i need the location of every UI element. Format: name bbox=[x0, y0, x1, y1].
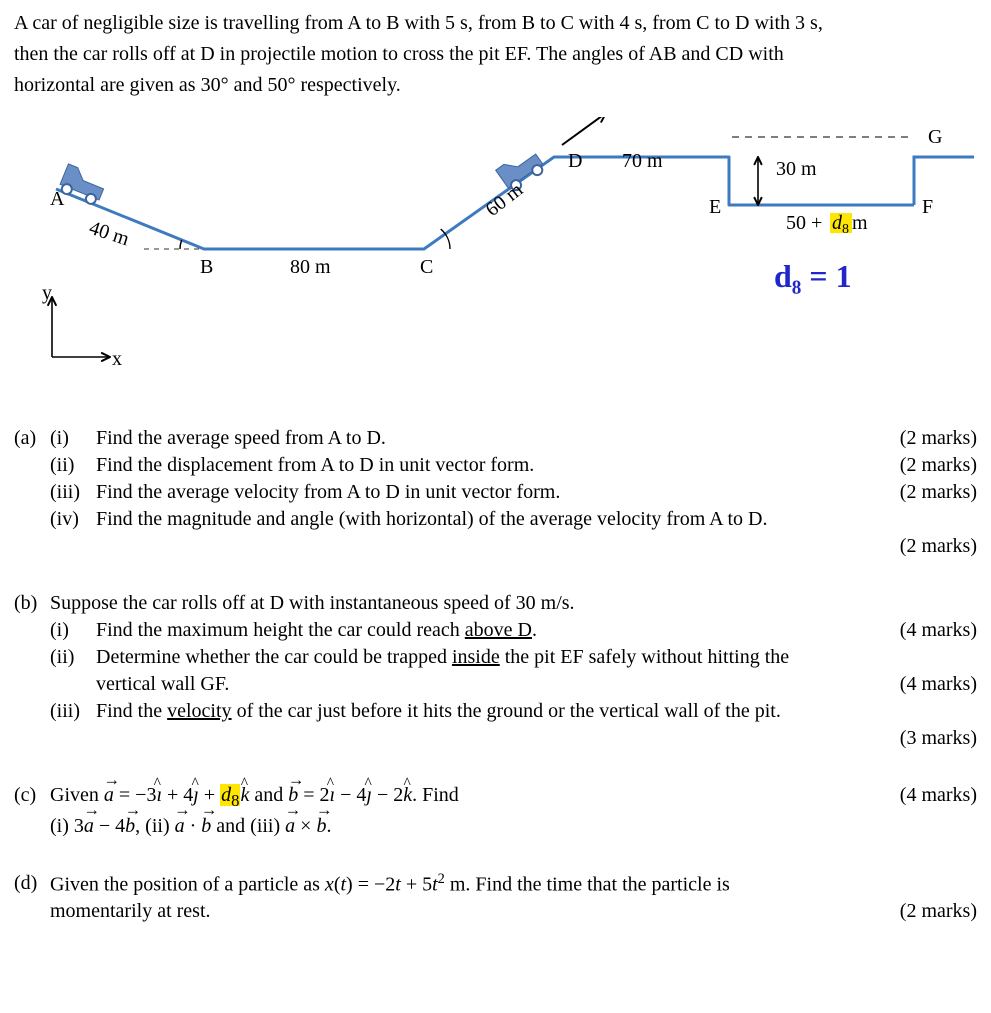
diagram: ABCDEFG80 m70 m30 myx40 m60 m50 + d8 md₈… bbox=[14, 117, 977, 395]
b-ii-marks: (4 marks) bbox=[892, 671, 977, 698]
a-iv-marks-row: (2 marks) bbox=[14, 533, 977, 560]
c-marks: (4 marks) bbox=[892, 782, 977, 809]
svg-text:E: E bbox=[709, 196, 721, 218]
b-iii-marks-row: (3 marks) bbox=[14, 725, 977, 752]
a-iii-text: Find the average velocity from A to D in… bbox=[96, 479, 892, 506]
label-a-ii: (ii) bbox=[50, 452, 96, 479]
c-text-2: (i) 3a − 4b, (ii) a · b and (iii) a × b. bbox=[50, 813, 977, 840]
a-iv-text: Find the magnitude and angle (with horiz… bbox=[96, 506, 977, 533]
c-row-1: (c) Given a = −3ı + 4ȷ + d8k and b = 2ı … bbox=[14, 782, 977, 813]
label-a: (a) bbox=[14, 425, 50, 452]
a-iii-row: (iii) Find the average velocity from A t… bbox=[14, 479, 977, 506]
page: A car of negligible size is travelling f… bbox=[0, 0, 991, 985]
svg-text:m: m bbox=[852, 212, 868, 234]
svg-text:y: y bbox=[42, 282, 52, 304]
question-b: (b) Suppose the car rolls off at D with … bbox=[14, 590, 977, 752]
label-d: (d) bbox=[14, 870, 50, 897]
a-i-marks: (2 marks) bbox=[892, 425, 977, 452]
svg-text:50 +: 50 + bbox=[786, 212, 822, 234]
label-b-i: (i) bbox=[50, 617, 96, 644]
vec-a: a bbox=[104, 782, 114, 809]
c-row-2: (i) 3a − 4b, (ii) a · b and (iii) a × b. bbox=[14, 813, 977, 840]
b-intro-row: (b) Suppose the car rolls off at D with … bbox=[14, 590, 977, 617]
label-c: (c) bbox=[14, 782, 50, 809]
b-iii-row: (iii) Find the velocity of the car just … bbox=[14, 698, 977, 725]
svg-text:C: C bbox=[420, 256, 433, 278]
i-hat: ı bbox=[156, 782, 162, 809]
b-i-marks: (4 marks) bbox=[892, 617, 977, 644]
label-b-ii: (ii) bbox=[50, 644, 96, 671]
a-iii-marks: (2 marks) bbox=[892, 479, 977, 506]
b-iii-marks: (3 marks) bbox=[892, 725, 977, 752]
svg-text:x: x bbox=[112, 348, 122, 370]
b-ii-text: Determine whether the car could be trapp… bbox=[96, 644, 977, 671]
d-text-1: Given the position of a particle as x(t)… bbox=[50, 870, 977, 899]
d-row-2: momentarily at rest. (2 marks) bbox=[14, 898, 977, 925]
a-ii-marks: (2 marks) bbox=[892, 452, 977, 479]
intro-line-2: then the car rolls off at D in projectil… bbox=[14, 41, 977, 68]
intro-text: A car of negligible size is travelling f… bbox=[14, 10, 977, 99]
intro-line-1: A car of negligible size is travelling f… bbox=[14, 10, 977, 37]
diagram-svg: ABCDEFG80 m70 m30 myx40 m60 m50 + d8 md₈… bbox=[14, 117, 974, 387]
k-hat: k bbox=[240, 782, 249, 809]
a-ii-text: Find the displacement from A to D in uni… bbox=[96, 452, 892, 479]
svg-text:40 m: 40 m bbox=[86, 217, 132, 251]
b-i-row: (i) Find the maximum height the car coul… bbox=[14, 617, 977, 644]
svg-text:8: 8 bbox=[842, 222, 849, 237]
b-ii-row: (ii) Determine whether the car could be … bbox=[14, 644, 977, 671]
label-a-i: (i) bbox=[50, 425, 96, 452]
svg-text:F: F bbox=[922, 196, 933, 218]
b-i-text: Find the maximum height the car could re… bbox=[96, 617, 892, 644]
intro-line-3: horizontal are given as 30° and 50° resp… bbox=[14, 72, 977, 99]
b-ii-row2: vertical wall GF. (4 marks) bbox=[14, 671, 977, 698]
a-i-row: (a) (i) Find the average speed from A to… bbox=[14, 425, 977, 452]
svg-text:D: D bbox=[568, 150, 582, 172]
svg-text:70 m: 70 m bbox=[622, 150, 663, 172]
svg-text:A: A bbox=[50, 188, 65, 210]
d-row-1: (d) Given the position of a particle as … bbox=[14, 870, 977, 899]
d8-highlight: d8 bbox=[220, 784, 240, 806]
b-ii-text-2: vertical wall GF. bbox=[96, 671, 892, 698]
j-hat: ȷ bbox=[193, 782, 199, 809]
label-a-iv: (iv) bbox=[50, 506, 96, 533]
d-marks: (2 marks) bbox=[892, 898, 977, 925]
b-intro-text: Suppose the car rolls off at D with inst… bbox=[50, 590, 977, 617]
label-b: (b) bbox=[14, 590, 50, 617]
b-iii-text: Find the velocity of the car just before… bbox=[96, 698, 977, 725]
svg-text:30 m: 30 m bbox=[776, 158, 817, 180]
svg-text:80 m: 80 m bbox=[290, 256, 331, 278]
question-c: (c) Given a = −3ı + 4ȷ + d8k and b = 2ı … bbox=[14, 782, 977, 840]
a-iv-marks: (2 marks) bbox=[892, 533, 977, 560]
questions: (a) (i) Find the average speed from A to… bbox=[14, 425, 977, 925]
svg-text:B: B bbox=[200, 256, 213, 278]
question-d: (d) Given the position of a particle as … bbox=[14, 870, 977, 926]
svg-text:G: G bbox=[928, 126, 942, 148]
label-a-iii: (iii) bbox=[50, 479, 96, 506]
svg-text:d₈ = 1: d₈ = 1 bbox=[774, 258, 852, 294]
label-b-iii: (iii) bbox=[50, 698, 96, 725]
question-a: (a) (i) Find the average speed from A to… bbox=[14, 425, 977, 560]
d-text-2: momentarily at rest. bbox=[50, 898, 892, 925]
a-i-text: Find the average speed from A to D. bbox=[96, 425, 892, 452]
a-iv-row: (iv) Find the magnitude and angle (with … bbox=[14, 506, 977, 533]
a-ii-row: (ii) Find the displacement from A to D i… bbox=[14, 452, 977, 479]
